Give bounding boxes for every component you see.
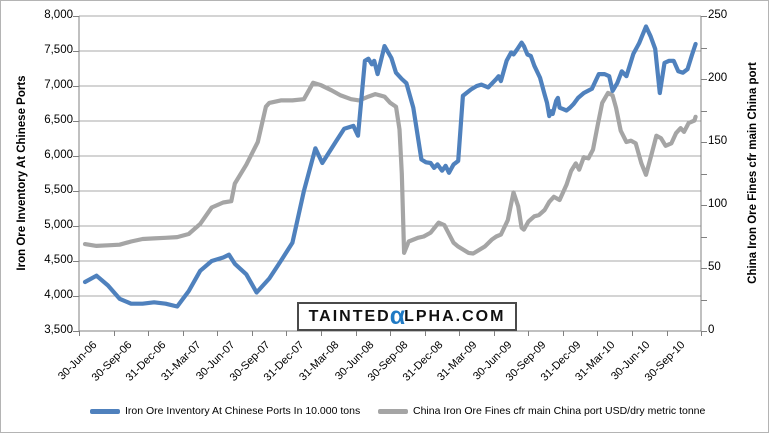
left-axis-tick-label: 5,500 — [44, 184, 73, 196]
x-axis-tick — [113, 331, 115, 336]
right-axis-tick-label: 50 — [708, 261, 721, 273]
right-axis-tick — [701, 205, 707, 206]
x-axis-tick — [459, 331, 461, 336]
x-axis-tick — [286, 331, 288, 336]
x-axis-tick — [597, 331, 599, 336]
x-axis-tick — [251, 331, 253, 336]
left-axis-tick — [73, 156, 79, 157]
watermark-text-left: TAINTED — [308, 307, 391, 325]
taintedalpha-watermark: TAINTED α LPHA.COM — [297, 302, 517, 331]
price-line-swatch — [378, 408, 408, 414]
right-axis-tick — [701, 47, 707, 49]
left-axis-tick — [73, 121, 79, 122]
x-axis-tick — [182, 331, 184, 336]
legend-item-inventory: Iron Ore Inventory At Chinese Ports In 1… — [90, 405, 360, 417]
x-axis-tick — [701, 331, 703, 336]
price-line — [82, 80, 698, 256]
right-axis-tick — [701, 16, 707, 17]
legend-label-price: China Iron Ore Fines cfr main China port… — [413, 405, 706, 417]
left-axis-tick-label: 4,500 — [44, 254, 73, 266]
x-axis-tick — [148, 331, 150, 336]
x-axis-tick — [528, 331, 530, 336]
legend-item-price: China Iron Ore Fines cfr main China port… — [378, 405, 705, 417]
right-axis-tick-label: 200 — [708, 72, 728, 84]
right-axis-tick-label: 150 — [708, 135, 728, 147]
right-axis-tick — [701, 268, 707, 269]
left-axis-tick — [73, 86, 79, 87]
left-axis-title: Iron Ore Inventory At Chinese Ports — [16, 75, 28, 271]
inventory-line-swatch — [90, 408, 120, 414]
left-axis-tick-label: 5,000 — [44, 219, 73, 231]
watermark-text-right: LPHA.COM — [404, 307, 506, 325]
x-axis-tick — [424, 331, 426, 336]
x-axis-tick — [666, 331, 668, 336]
x-axis-tick — [632, 331, 633, 336]
x-axis-tick — [493, 331, 495, 336]
right-axis-tick — [701, 173, 707, 175]
x-axis-tick — [217, 331, 219, 336]
right-axis-tick — [701, 110, 707, 112]
left-axis-tick — [73, 191, 79, 192]
right-axis-tick-label: 0 — [708, 324, 715, 336]
right-axis-tick — [701, 79, 707, 80]
x-axis-tick — [562, 331, 564, 336]
x-axis-tick — [355, 331, 357, 336]
right-axis-tick — [701, 142, 707, 143]
right-axis-tick — [701, 236, 707, 238]
left-axis-tick — [73, 51, 79, 52]
right-axis-tick — [701, 331, 707, 332]
left-axis-tick-label: 6,000 — [44, 149, 73, 161]
right-axis-tick — [701, 299, 707, 301]
left-axis-tick-label: 3,500 — [44, 324, 73, 336]
left-axis-tick — [73, 226, 79, 227]
x-axis-tick — [79, 331, 80, 336]
left-axis-tick — [73, 16, 79, 17]
right-axis-title: China Iron Ore Fines cfr main China port — [747, 62, 759, 284]
left-axis-tick-label: 6,500 — [44, 114, 73, 126]
legend-label-inventory: Iron Ore Inventory At Chinese Ports In 1… — [125, 405, 361, 417]
left-axis-tick — [73, 331, 79, 332]
left-axis-tick — [73, 261, 79, 262]
right-axis-tick-label: 100 — [708, 198, 728, 210]
left-axis-tick-label: 7,500 — [44, 44, 73, 56]
x-axis-tick — [320, 331, 322, 336]
right-axis-tick-label: 250 — [708, 9, 728, 21]
left-axis-tick-label: 7,000 — [44, 79, 73, 91]
x-axis-tick — [390, 331, 391, 336]
inventory-line — [82, 24, 698, 309]
left-axis-tick-label: 4,000 — [44, 289, 73, 301]
left-axis-tick-label: 8,000 — [44, 9, 73, 21]
left-axis-tick — [73, 296, 79, 297]
